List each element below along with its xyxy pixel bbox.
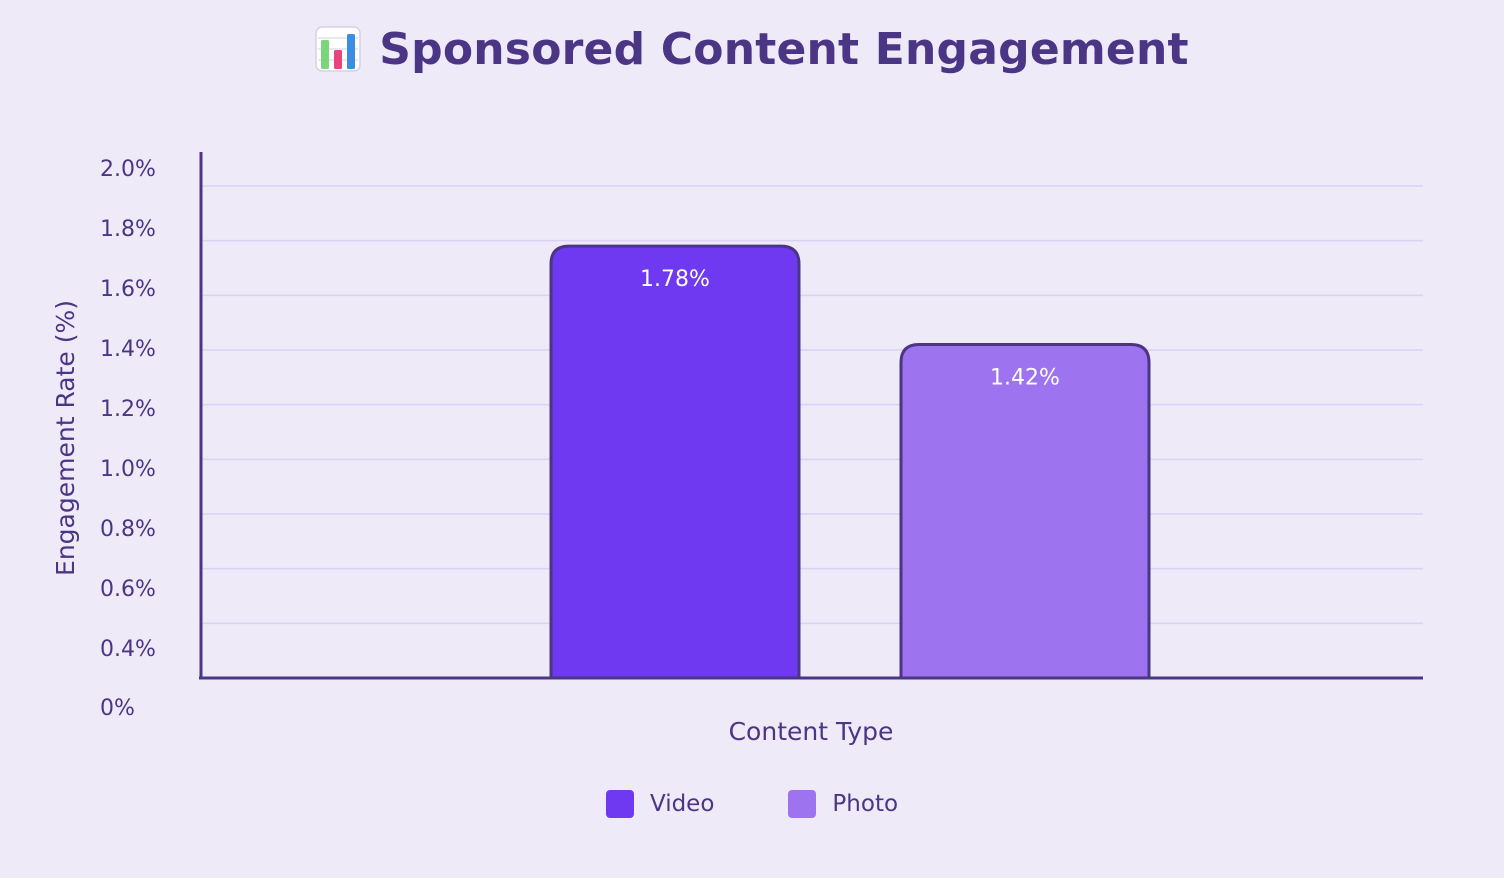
legend-label: Photo [832,791,899,817]
y-tick-label: 1.2% [100,397,156,422]
chart-title-text: Sponsored Content Engagement [379,24,1189,75]
chart-legend: Video Photo [0,790,1504,818]
y-tick-label: 1.6% [100,277,156,302]
legend-item-photo[interactable]: Photo [788,790,898,818]
y-tick-label: 0.8% [100,517,156,542]
y-tick-label: 0.4% [100,637,156,662]
data-label-photo: 1.42% [990,366,1060,391]
legend-swatch-photo [788,790,817,818]
bar-chart-emoji-icon [315,26,362,83]
y-axis-label: Engagement Rate (%) [51,300,80,576]
legend-label: Video [649,791,715,817]
y-tick-label: 0% [100,696,135,721]
data-label-video: 1.78% [640,267,710,292]
y-tick-label: 1.8% [100,217,156,242]
y-tick-label: 1.0% [100,457,156,482]
y-tick-label: 0.6% [100,577,156,602]
bar-video [549,244,801,680]
y-tick-label: 1.4% [100,337,156,362]
legend-swatch-video [605,790,634,818]
y-tick-label: 2.0% [100,157,156,182]
bar-photo [899,343,1151,680]
x-axis-label: Content Type [729,717,894,746]
chart-title: Sponsored Content Engagement [0,24,1504,83]
legend-item-video[interactable]: Video [605,790,715,818]
